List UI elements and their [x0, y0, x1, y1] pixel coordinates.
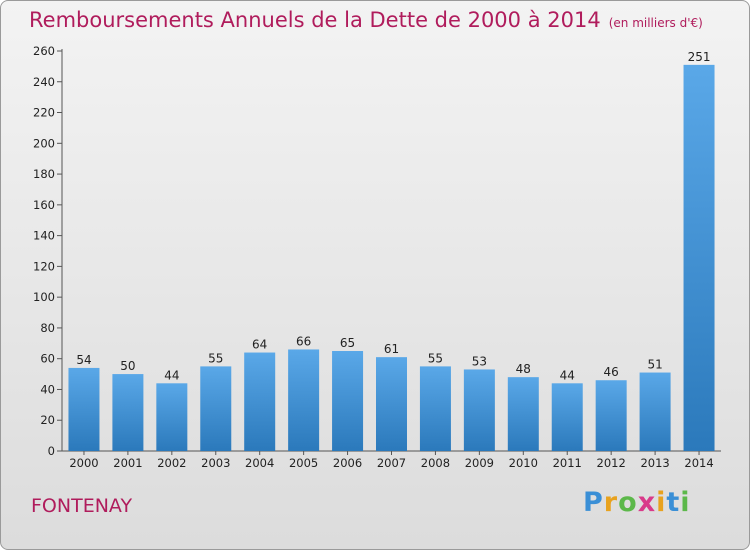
brand-logo-letter: x [637, 487, 657, 518]
brand-logo-letter: P [583, 487, 604, 518]
y-tick-label: 240 [33, 75, 55, 89]
y-tick-label: 0 [48, 444, 55, 458]
x-tick-label: 2012 [597, 456, 626, 470]
y-tick-label: 120 [33, 259, 55, 273]
bar [551, 383, 583, 451]
bar [68, 367, 100, 451]
bar-value-label: 251 [688, 50, 711, 64]
x-tick-label: 2000 [69, 456, 98, 470]
x-tick-label: 2009 [465, 456, 494, 470]
bar [507, 377, 539, 451]
bar [200, 366, 232, 451]
x-tick-label: 2013 [640, 456, 669, 470]
bar-value-label: 65 [340, 336, 355, 350]
bar-value-label: 61 [384, 342, 399, 356]
x-tick-label: 2002 [157, 456, 186, 470]
bar-value-label: 51 [647, 358, 662, 372]
x-tick-label: 2008 [421, 456, 450, 470]
bar [332, 351, 364, 451]
chart-title: Remboursements Annuels de la Dette de 20… [29, 8, 703, 32]
bar-value-label: 54 [76, 353, 91, 367]
y-tick-label: 180 [33, 167, 55, 181]
x-tick-label: 2011 [553, 456, 582, 470]
y-tick-label: 140 [33, 229, 55, 243]
bar-value-label: 50 [120, 359, 135, 373]
bar [683, 64, 715, 451]
x-tick-label: 2014 [684, 456, 713, 470]
y-tick-label: 200 [33, 136, 55, 150]
y-tick-label: 40 [40, 382, 55, 396]
place-name: FONTENAY [31, 495, 133, 517]
bar [595, 380, 627, 451]
chart-title-text: Remboursements Annuels de la Dette de 20… [29, 8, 601, 32]
x-tick-label: 2006 [333, 456, 362, 470]
brand-logo: Proxiti [583, 487, 691, 518]
y-tick-label: 220 [33, 106, 55, 120]
bar-value-label: 46 [604, 365, 619, 379]
bar [288, 349, 320, 451]
bar-value-label: 44 [164, 368, 179, 382]
x-tick-label: 2010 [509, 456, 538, 470]
x-tick-label: 2003 [201, 456, 230, 470]
bar-value-label: 48 [516, 362, 531, 376]
bar [112, 374, 144, 451]
x-tick-label: 2004 [245, 456, 274, 470]
brand-logo-letter: i [656, 487, 667, 518]
y-tick-label: 160 [33, 198, 55, 212]
brand-logo-letter: i [680, 487, 691, 518]
brand-logo-letter: t [666, 487, 681, 518]
bar-value-label: 53 [472, 354, 487, 368]
x-tick-label: 2005 [289, 456, 318, 470]
x-tick-label: 2007 [377, 456, 406, 470]
y-tick-label: 100 [33, 290, 55, 304]
bar-value-label: 66 [296, 334, 311, 348]
brand-logo-letter: o [618, 487, 638, 518]
bar-value-label: 55 [208, 351, 223, 365]
brand-logo-letter: r [603, 487, 619, 518]
y-tick-label: 60 [40, 352, 55, 366]
bar [244, 352, 276, 451]
bar [156, 383, 188, 451]
bar-value-label: 44 [560, 368, 575, 382]
y-tick-label: 80 [40, 321, 55, 335]
bar [639, 372, 671, 451]
bar [463, 369, 495, 451]
chart-subtitle: (en milliers d'€) [608, 16, 703, 30]
bar [419, 366, 451, 451]
y-tick-label: 260 [33, 44, 55, 58]
bar-value-label: 55 [428, 351, 443, 365]
bar [376, 357, 407, 451]
bar-value-label: 64 [252, 338, 267, 352]
y-tick-label: 20 [40, 413, 55, 427]
x-tick-label: 2001 [113, 456, 142, 470]
